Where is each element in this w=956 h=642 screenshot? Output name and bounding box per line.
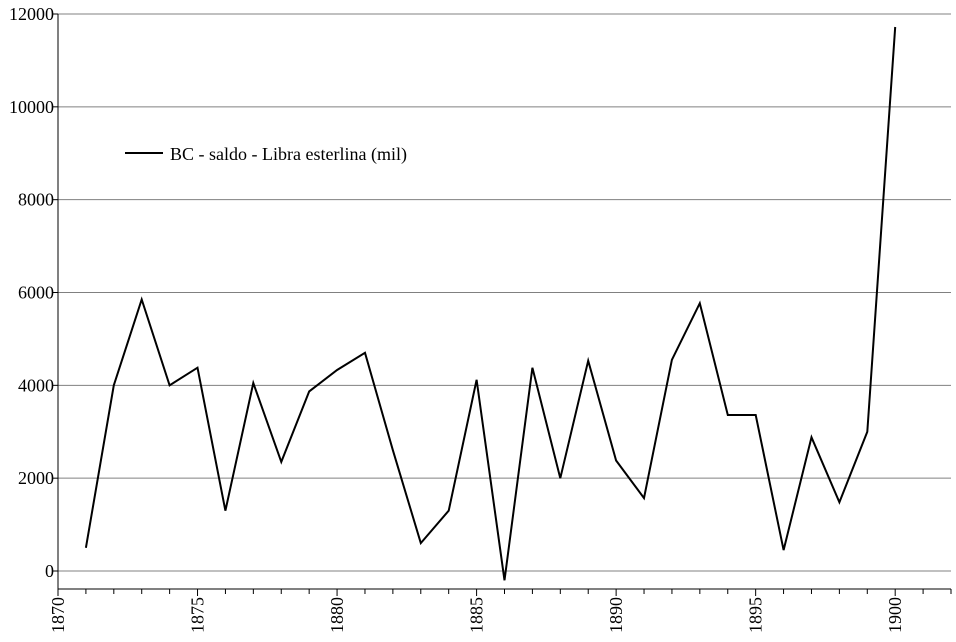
y-tick-label: 2000 bbox=[18, 468, 54, 488]
x-tick-label: 1900 bbox=[885, 597, 905, 633]
tick-marks bbox=[53, 13, 952, 596]
axes bbox=[57, 14, 951, 590]
y-tick-label: 4000 bbox=[18, 375, 54, 395]
x-tick-label: 1875 bbox=[188, 597, 208, 633]
x-tick-label: 1870 bbox=[48, 597, 68, 633]
data-series bbox=[84, 26, 897, 581]
x-tick-label: 1880 bbox=[327, 597, 347, 633]
tick-labels: 0 2000 4000 6000 8000 10000 12000 1870 1875 1880 1… bbox=[9, 4, 905, 633]
series-line bbox=[84, 26, 897, 581]
legend: BC - saldo - Libra esterlina (mil) bbox=[125, 144, 407, 165]
y-tick-label: 10000 bbox=[9, 97, 54, 117]
x-tick-label: 1885 bbox=[467, 597, 487, 633]
legend-label: BC - saldo - Libra esterlina (mil) bbox=[170, 144, 407, 165]
y-tick-label: 12000 bbox=[9, 4, 54, 24]
y-tick-label: 0 bbox=[45, 561, 54, 581]
y-tick-label: 8000 bbox=[18, 190, 54, 210]
y-tick-label: 6000 bbox=[18, 283, 54, 303]
grid-lines bbox=[58, 13, 951, 572]
x-tick-label: 1890 bbox=[606, 597, 626, 633]
x-tick-label: 1895 bbox=[746, 597, 766, 633]
